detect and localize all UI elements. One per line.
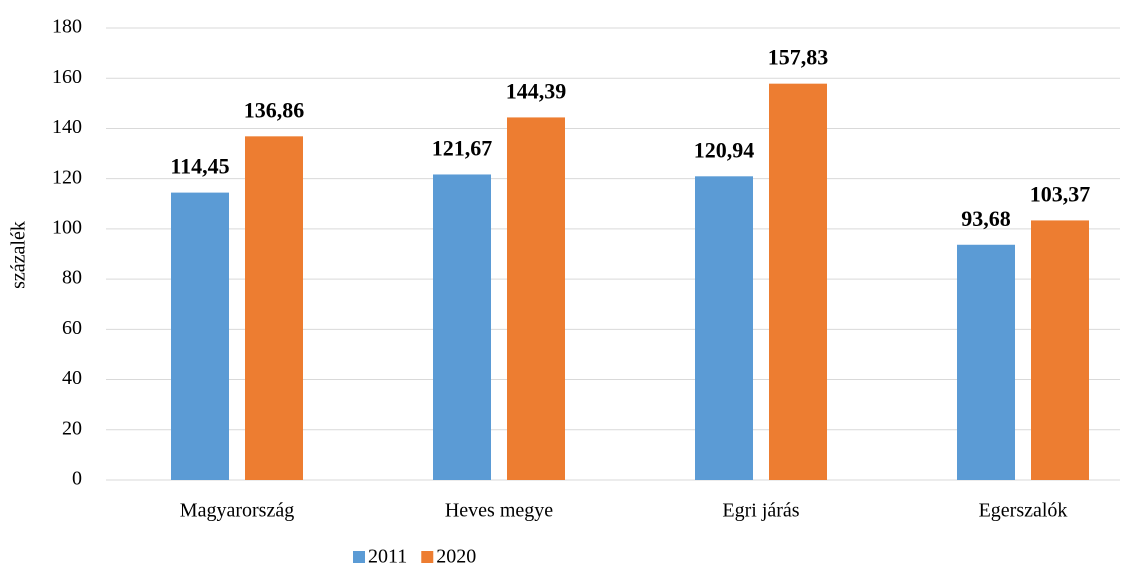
legend-swatch	[353, 551, 365, 563]
y-tick-label: 120	[52, 166, 82, 188]
value-label: 157,83	[768, 45, 829, 70]
y-tick-label: 60	[62, 317, 82, 339]
bar	[433, 174, 491, 480]
y-tick-label: 80	[62, 267, 82, 289]
bar	[695, 176, 753, 481]
x-tick-label: Egerszalók	[979, 500, 1068, 522]
y-tick-label: 180	[52, 16, 82, 38]
legend-label: 2011	[368, 546, 407, 568]
bar	[1031, 220, 1089, 480]
y-tick-label: 160	[52, 66, 82, 88]
value-label: 93,68	[961, 206, 1011, 231]
value-label: 120,94	[694, 137, 755, 162]
value-label: 121,67	[432, 136, 493, 161]
y-tick-label: 0	[72, 468, 82, 490]
x-tick-label: Heves megye	[445, 500, 553, 522]
y-tick-label: 40	[62, 367, 82, 389]
value-label: 103,37	[1030, 181, 1091, 206]
bar	[507, 117, 565, 481]
x-tick-label: Magyarország	[180, 500, 294, 522]
y-tick-label: 140	[52, 116, 82, 138]
y-tick-label: 20	[62, 417, 82, 439]
bar	[245, 136, 303, 480]
legend-swatch	[421, 551, 434, 563]
bar	[957, 244, 1015, 480]
y-axis-label: százalék	[8, 221, 30, 289]
value-label: 114,45	[170, 154, 229, 179]
legend-label: 2020	[436, 546, 476, 568]
x-tick-label: Egri járás	[722, 500, 799, 522]
bar	[769, 83, 827, 481]
y-tick-label: 100	[52, 216, 82, 238]
value-label: 136,86	[244, 97, 305, 122]
bar	[171, 192, 229, 480]
value-label: 144,39	[506, 78, 567, 103]
